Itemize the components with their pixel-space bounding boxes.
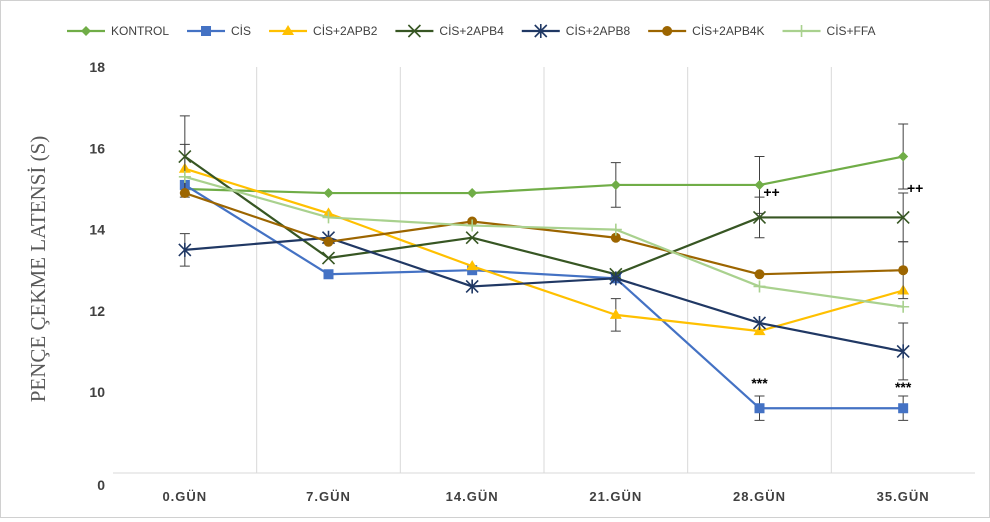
y-tick-label: 0 — [97, 477, 105, 493]
data-point — [282, 25, 295, 35]
data-point — [179, 188, 190, 199]
data-point — [178, 170, 191, 183]
x-tick-label: 21.GÜN — [589, 489, 642, 504]
data-point — [897, 300, 910, 313]
data-point — [201, 26, 212, 36]
legend-label: CİS+2APB8 — [566, 24, 631, 38]
legend-item: CİS+2APB2 — [269, 24, 378, 38]
data-point — [466, 260, 479, 271]
y-tick-label: 12 — [89, 303, 105, 319]
data-point — [465, 231, 479, 245]
data-point — [753, 325, 766, 336]
y-axis-ticks: 18 16 14 12 10 0 — [89, 59, 105, 493]
data-point — [467, 188, 478, 199]
data-point — [323, 269, 334, 280]
data-point — [178, 149, 192, 164]
data-point — [321, 251, 336, 265]
data-point — [322, 211, 335, 224]
data-point — [465, 279, 479, 294]
legend-item: CİS+2APB4K — [648, 24, 765, 38]
data-point — [752, 210, 767, 224]
y-tick-label: 16 — [89, 140, 105, 156]
data-point — [752, 315, 767, 330]
x-tick-label: 0.GÜN — [162, 489, 207, 504]
data-point — [898, 403, 909, 414]
significance-annotation: *** — [751, 375, 768, 391]
legend-label: CİS+2APB4 — [439, 24, 504, 38]
annotations: ++ ++ *** *** — [751, 180, 923, 395]
data-point — [662, 26, 673, 36]
data-point — [898, 265, 909, 276]
data-point — [178, 242, 192, 257]
y-tick-label: 14 — [89, 222, 105, 238]
y-tick-label: 10 — [89, 384, 105, 400]
data-point — [609, 308, 622, 319]
y-tick-label: 18 — [89, 59, 105, 75]
data-point — [898, 151, 909, 162]
data-point — [467, 265, 478, 276]
legend-label: CİS+FFA — [827, 24, 876, 38]
significance-annotation: *** — [895, 379, 912, 395]
data-point — [466, 219, 479, 232]
significance-annotation: ++ — [907, 180, 923, 196]
data-point — [795, 25, 808, 37]
legend: KONTROL CİS CİS+2APB2 CİS+2APB4 CİS+2APB8 CİS… — [67, 24, 876, 38]
data-point — [754, 269, 765, 280]
data-point — [896, 210, 910, 224]
legend-item: CİS — [187, 24, 251, 38]
data-point — [754, 179, 765, 190]
series-line — [184, 167, 904, 333]
y-axis-label: PENÇE ÇEKME LATENSİ (S) — [26, 136, 50, 403]
x-axis-ticks: 0.GÜN 7.GÜN 14.GÜN 21.GÜN 28.GÜN 35.GÜN — [162, 489, 930, 504]
x-tick-label: 35.GÜN — [877, 489, 930, 504]
legend-item: KONTROL — [67, 24, 169, 38]
grid-lines — [113, 67, 975, 474]
data-point — [896, 344, 910, 359]
series-line — [184, 155, 904, 276]
series-ci-s-2apb4k — [179, 188, 909, 300]
series-ci-s-ffa — [178, 170, 910, 313]
legend-label: KONTROL — [111, 24, 169, 38]
significance-annotation: ++ — [763, 184, 779, 200]
legend-item: CİS+2APB8 — [521, 24, 631, 38]
legend-label: CİS — [231, 24, 251, 38]
x-tick-label: 28.GÜN — [733, 489, 786, 504]
data-point — [610, 232, 621, 243]
series-line — [184, 236, 904, 353]
data-point — [323, 188, 334, 199]
data-point — [753, 280, 766, 293]
data-point — [81, 26, 91, 36]
series-line — [184, 175, 904, 308]
data-point — [407, 24, 421, 38]
x-tick-label: 7.GÜN — [306, 489, 351, 504]
data-point — [610, 179, 621, 190]
legend-label: CİS+2APB2 — [313, 24, 378, 38]
series-line — [184, 192, 904, 276]
x-tick-label: 14.GÜN — [446, 489, 499, 504]
series-group — [178, 115, 910, 421]
data-point — [323, 236, 334, 247]
series-line — [184, 184, 904, 410]
data-point — [534, 24, 548, 38]
series-line — [184, 155, 904, 195]
legend-item: CİS+2APB4 — [395, 24, 504, 38]
data-point — [754, 403, 765, 414]
data-point — [609, 223, 622, 236]
legend-label: CİS+2APB4K — [692, 24, 764, 38]
data-point — [609, 271, 623, 286]
legend-item: CİS+FFA — [782, 24, 876, 38]
